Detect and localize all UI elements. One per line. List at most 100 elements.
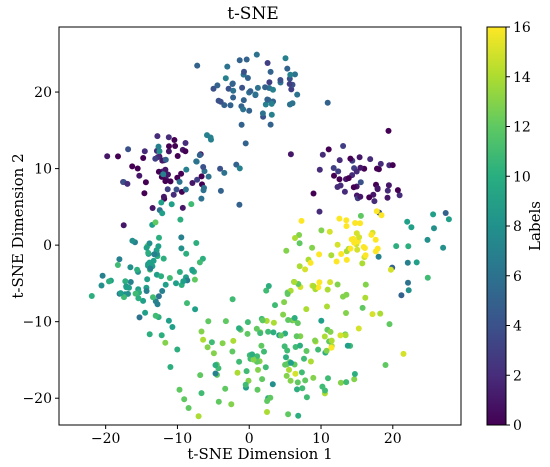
scatter-point (310, 283, 317, 289)
y-tick-label: 10 (34, 162, 52, 178)
scatter-point (162, 281, 169, 288)
scatter-point (298, 217, 305, 224)
scatter-point (267, 394, 274, 401)
scatter-point (324, 286, 331, 293)
scatter-point (236, 358, 243, 365)
scatter-point (284, 65, 291, 72)
colorbar-tick-label: 4 (513, 319, 522, 335)
scatter-point (198, 173, 205, 180)
scatter-point (156, 234, 162, 241)
scatter-point (375, 166, 382, 173)
scatter-point (241, 68, 247, 75)
scatter-point (272, 302, 278, 309)
scatter-point (244, 319, 251, 326)
scatter-point (431, 225, 437, 232)
scatter-point (126, 284, 132, 291)
scatter-point (99, 272, 106, 279)
scatter-point (264, 409, 270, 415)
scatter-point (334, 281, 341, 288)
scatter-point (307, 358, 314, 365)
scatter-point (98, 282, 105, 289)
scatter-point (160, 255, 167, 262)
scatter-point (177, 216, 184, 223)
scatter-point (286, 81, 293, 87)
scatter-point (247, 88, 254, 95)
scatter-point (188, 201, 195, 208)
scatter-point (287, 377, 294, 384)
scatter-point (262, 101, 269, 108)
scatter-point (183, 166, 190, 173)
scatter-point (141, 148, 148, 155)
x-tick-label: −10 (163, 431, 193, 447)
scatter-point (195, 413, 202, 420)
scatter-point (229, 348, 236, 355)
scatter-point (291, 315, 298, 321)
scatter-point (297, 342, 303, 349)
scatter-point (353, 168, 360, 175)
scatter-point (222, 318, 229, 325)
scatter-point (336, 157, 343, 164)
scatter-point (268, 100, 275, 107)
scatter-point (325, 146, 332, 153)
scatter-point (182, 186, 189, 193)
scatter-point (405, 243, 412, 250)
scatter-point (174, 153, 181, 159)
scatter-point (374, 186, 381, 193)
scatter-point (352, 220, 359, 226)
scatter-point (225, 85, 232, 92)
scatter-point (243, 368, 250, 375)
scatter-point (212, 362, 219, 369)
scatter-point (367, 156, 374, 163)
scatter-point (198, 195, 205, 202)
scatter-point (382, 362, 389, 368)
scatter-point (116, 256, 123, 263)
scatter-point (357, 193, 364, 200)
scatter-point (240, 97, 247, 104)
scatter-point (318, 227, 325, 234)
scatter-point (236, 201, 243, 208)
scatter-point (164, 186, 171, 193)
scatter-point (255, 366, 261, 373)
scatter-point (337, 379, 344, 386)
scatter-point (114, 262, 121, 268)
scatter-point (343, 217, 350, 224)
scatter-point (170, 191, 177, 198)
scatter-point (277, 77, 284, 83)
scatter-point (258, 342, 265, 349)
scatter-point (178, 234, 185, 241)
scatter-point (302, 377, 309, 384)
scatter-point (217, 187, 224, 194)
scatter-point (233, 161, 240, 168)
scatter-point (121, 294, 127, 301)
scatter-point (357, 179, 364, 186)
scatter-point (253, 325, 260, 332)
scatter-point (440, 244, 447, 251)
scatter-point (120, 222, 127, 229)
scatter-point (151, 251, 158, 258)
scatter-point (224, 63, 231, 70)
scatter-point (389, 162, 396, 169)
scatter-point (278, 332, 284, 339)
scatter-point (342, 332, 349, 339)
x-tick-label: 20 (384, 431, 402, 447)
scatter-point (303, 306, 310, 313)
scatter-point (143, 244, 150, 251)
y-tick-label: 0 (43, 238, 52, 254)
scatter-point (316, 251, 323, 258)
scatter-point (296, 240, 303, 247)
scatter-point (265, 328, 272, 335)
y-tick-label: −10 (22, 315, 52, 331)
scatter-point (254, 386, 261, 393)
scatter-point (270, 319, 277, 326)
scatter-point (330, 165, 337, 171)
scatter-point (327, 279, 334, 286)
scatter-point (167, 178, 174, 185)
scatter-point (315, 346, 322, 353)
scatter-point (158, 199, 165, 206)
scatter-point (362, 281, 369, 288)
scatter-point (184, 300, 190, 307)
scatter-point (124, 180, 131, 187)
scatter-point (355, 325, 362, 332)
scatter-point (154, 133, 161, 140)
